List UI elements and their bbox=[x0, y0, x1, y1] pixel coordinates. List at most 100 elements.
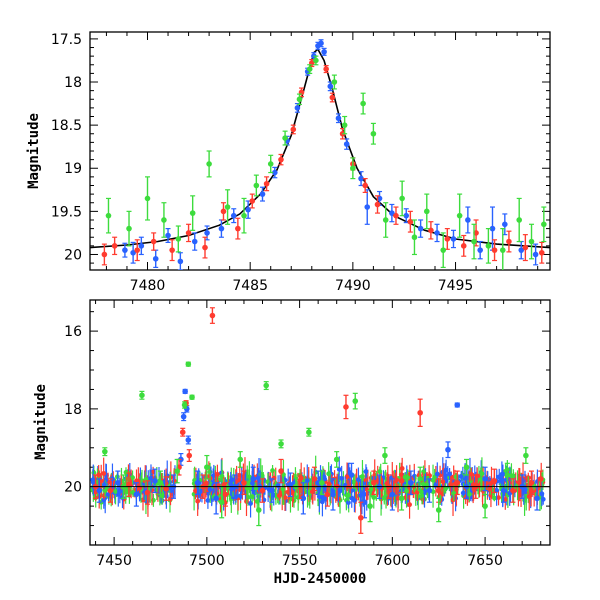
band-point bbox=[309, 480, 314, 486]
band-point bbox=[195, 498, 201, 504]
data-point bbox=[444, 236, 451, 242]
band-point bbox=[275, 483, 281, 489]
data-point bbox=[130, 249, 136, 256]
data-point bbox=[504, 472, 511, 478]
data-point bbox=[296, 96, 303, 103]
band-point bbox=[526, 494, 532, 499]
y-tick-label: 20 bbox=[64, 247, 82, 263]
data-point bbox=[133, 491, 140, 498]
band-point bbox=[237, 473, 243, 478]
x-tick-label: 7485 bbox=[232, 278, 268, 294]
data-point bbox=[510, 487, 516, 494]
data-point bbox=[434, 230, 440, 236]
bottom-panel-ticks bbox=[90, 300, 550, 546]
data-point bbox=[399, 195, 405, 202]
band-point bbox=[193, 488, 198, 494]
data-point bbox=[407, 218, 414, 225]
data-point bbox=[454, 402, 461, 408]
data-point bbox=[96, 487, 103, 494]
data-point bbox=[456, 212, 463, 219]
data-point bbox=[417, 409, 423, 416]
data-point bbox=[224, 204, 231, 210]
band-point bbox=[123, 489, 129, 495]
data-point bbox=[101, 251, 108, 258]
band-point bbox=[498, 478, 504, 484]
band-point bbox=[363, 469, 369, 474]
data-point bbox=[350, 165, 356, 172]
data-point bbox=[318, 40, 324, 47]
data-point bbox=[230, 212, 237, 219]
band-point bbox=[383, 491, 389, 497]
data-point bbox=[485, 243, 492, 249]
data-point bbox=[185, 230, 192, 236]
data-point bbox=[537, 476, 544, 482]
data-point bbox=[138, 243, 145, 249]
data-point bbox=[463, 464, 470, 471]
data-point bbox=[358, 175, 364, 182]
data-point bbox=[189, 394, 195, 401]
band-point bbox=[496, 495, 501, 501]
x-tick-label: 7500 bbox=[189, 553, 225, 569]
band-point bbox=[101, 471, 107, 476]
data-point bbox=[523, 452, 529, 459]
data-point bbox=[361, 499, 368, 506]
data-point bbox=[489, 225, 496, 232]
x-tick-label: 7490 bbox=[335, 278, 371, 294]
data-point bbox=[306, 66, 313, 72]
data-point bbox=[300, 495, 307, 502]
data-point bbox=[250, 476, 257, 482]
data-point bbox=[450, 236, 457, 242]
band-point bbox=[134, 478, 139, 484]
data-point bbox=[477, 247, 483, 253]
data-point bbox=[482, 476, 488, 482]
band-point bbox=[404, 488, 409, 494]
data-point bbox=[278, 468, 284, 474]
band-point bbox=[441, 487, 447, 493]
data-point bbox=[417, 476, 423, 482]
data-point bbox=[249, 198, 256, 204]
data-point bbox=[358, 514, 364, 521]
data-point bbox=[364, 204, 371, 210]
band-point bbox=[394, 477, 399, 483]
data-point bbox=[204, 464, 210, 471]
top-panel-tick-labels: 7480 7485 7490 7495 17.5 18 18.5 19 19.5 20 bbox=[51, 32, 474, 294]
y-tick-label: 18 bbox=[64, 75, 82, 91]
data-point bbox=[161, 217, 167, 223]
data-point bbox=[367, 503, 373, 509]
band-point bbox=[304, 478, 310, 484]
data-point bbox=[191, 238, 198, 245]
data-point bbox=[426, 487, 433, 494]
data-point bbox=[333, 456, 340, 463]
x-tick-label: 7480 bbox=[130, 278, 166, 294]
band-point bbox=[334, 483, 340, 489]
data-point bbox=[445, 446, 451, 453]
data-point bbox=[185, 437, 192, 443]
data-point bbox=[213, 495, 219, 502]
data-point bbox=[126, 225, 132, 232]
data-point bbox=[218, 499, 225, 506]
top-panel-model-curve bbox=[89, 47, 551, 249]
top-panel-frame bbox=[89, 31, 551, 271]
y-tick-label: 20 bbox=[64, 480, 82, 496]
band-point bbox=[282, 495, 288, 501]
data-point bbox=[360, 100, 366, 107]
top-panel-zoom: 7480 7485 7490 7495 17.5 18 18.5 19 19.5 20 Magni… bbox=[26, 31, 551, 294]
band-point bbox=[215, 471, 220, 477]
band-point bbox=[360, 474, 365, 479]
data-point bbox=[245, 206, 251, 213]
data-point bbox=[134, 247, 141, 253]
data-point bbox=[389, 210, 395, 216]
band-point bbox=[244, 485, 250, 491]
data-point bbox=[329, 94, 336, 101]
data-point bbox=[144, 195, 151, 202]
data-point bbox=[374, 201, 381, 208]
data-point bbox=[343, 404, 349, 410]
bottom-panel-frame bbox=[89, 299, 551, 546]
data-point bbox=[282, 135, 288, 141]
data-point bbox=[403, 212, 410, 219]
band-point bbox=[377, 469, 383, 474]
data-point bbox=[165, 232, 171, 239]
data-point bbox=[272, 169, 278, 176]
data-point bbox=[482, 503, 488, 509]
